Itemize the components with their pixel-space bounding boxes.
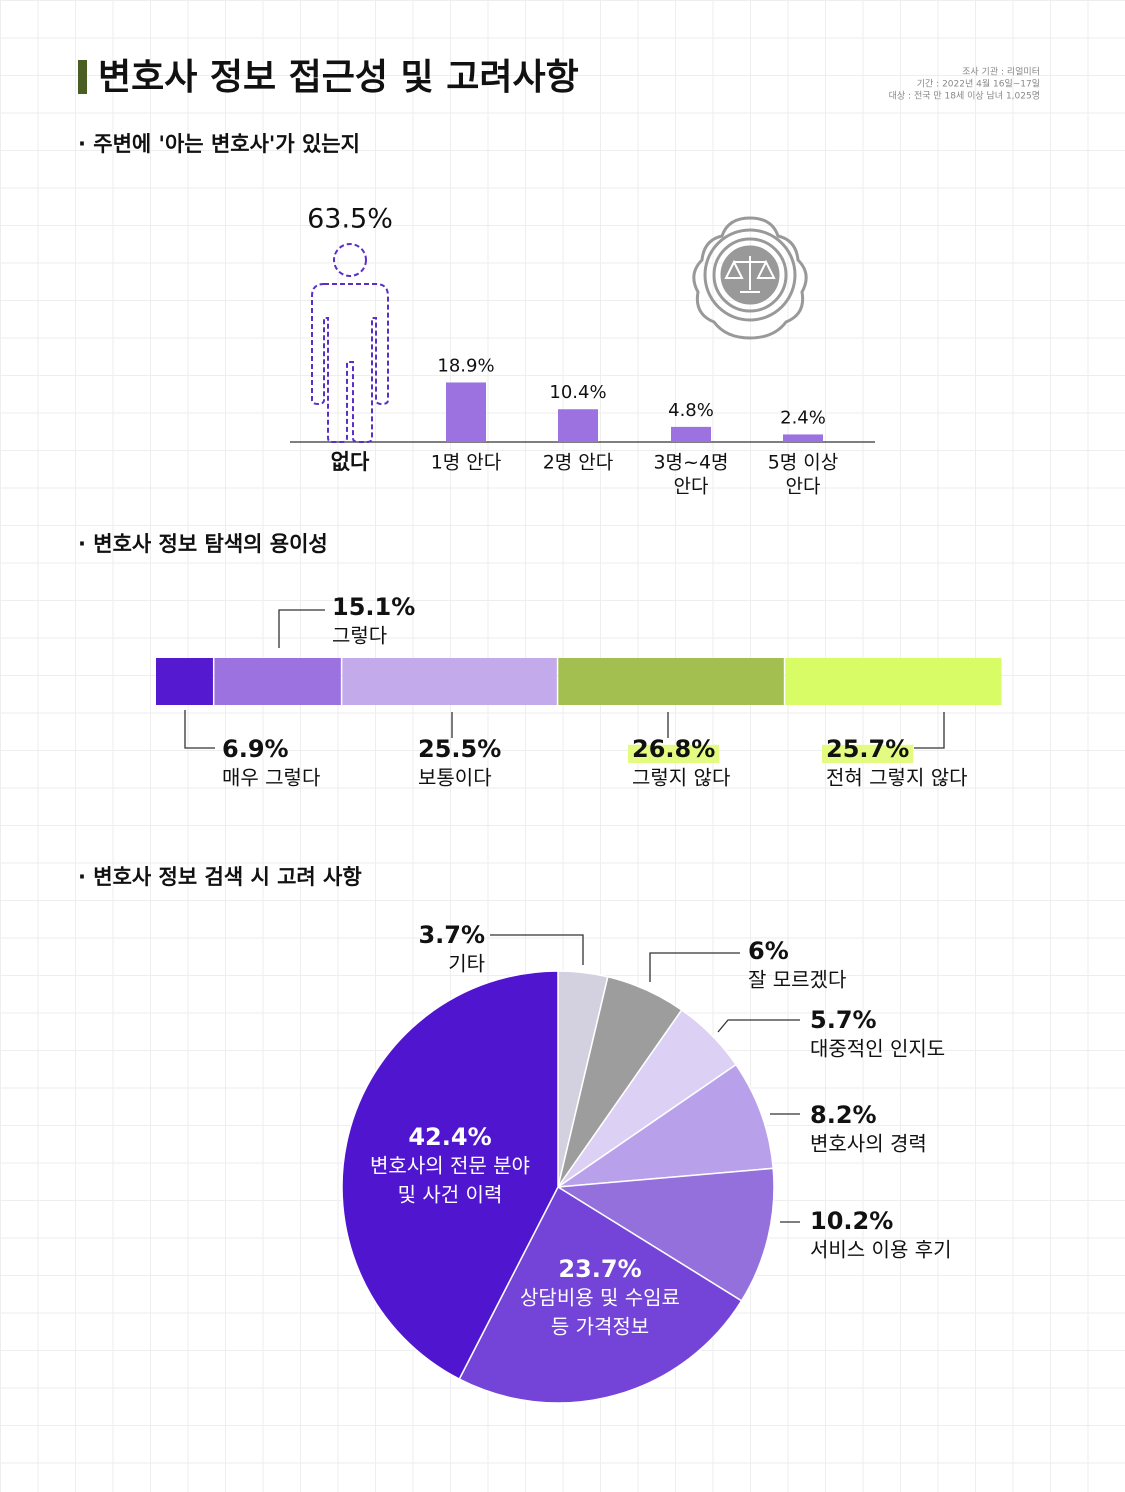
category-label: 전혀 그렇지 않다: [826, 766, 968, 790]
value-label: 18.9%: [437, 355, 494, 376]
person-bar: [311, 243, 389, 443]
bar-segment: [214, 658, 341, 705]
highlight: [822, 744, 914, 763]
category-label: 변호사의 전문 분야: [370, 1154, 530, 1178]
value-label: 10.4%: [549, 382, 606, 403]
x-tick-label: 3명~4명: [653, 452, 728, 474]
pie-slice: [341, 970, 559, 1381]
bar-segment: [785, 658, 1002, 705]
page-title: 변호사 정보 접근성 및 고려사항: [98, 57, 579, 98]
category-label: 보통이다: [418, 766, 492, 790]
category-label: 그렇다: [332, 624, 387, 648]
value-label: 8.2%: [810, 1101, 877, 1129]
person-body: [311, 283, 389, 443]
bar: [446, 382, 486, 442]
value-label: 25.7%: [826, 735, 909, 763]
category-label: 등 가격정보: [551, 1315, 649, 1339]
x-tick-label: 1명 안다: [431, 452, 502, 474]
pie-slice: [555, 1063, 775, 1188]
category-label: 잘 모르겠다: [748, 968, 846, 992]
title-marker: [78, 60, 87, 94]
leader-line: [717, 1019, 800, 1033]
bar: [671, 426, 711, 442]
bar-segment: [156, 658, 213, 705]
person-head: [333, 243, 367, 277]
value-label: 2.4%: [780, 407, 826, 428]
value-label: 63.5%: [307, 204, 393, 235]
highlight: [628, 744, 720, 763]
value-label: 26.8%: [632, 735, 715, 763]
value-label: 15.1%: [332, 593, 415, 621]
bar: [783, 434, 823, 442]
category-label: 변호사의 경력: [810, 1132, 927, 1156]
category-label: 매우 그렇다: [222, 766, 320, 790]
value-label: 3.7%: [418, 921, 485, 949]
category-label: 그렇지 않다: [632, 766, 730, 790]
value-label: 5.7%: [810, 1006, 877, 1034]
leader-line: [649, 952, 740, 982]
source: 조사 기관 : 리얼미터: [962, 67, 1040, 78]
x-tick-label: 안다: [674, 476, 709, 498]
leader-line: [184, 710, 215, 749]
value-label: 6.9%: [222, 735, 289, 763]
section-title: · 변호사 정보 검색 시 고려 사항: [78, 865, 362, 889]
court-emblem: [692, 216, 808, 340]
source: 기간 : 2022년 4월 16일~17일: [917, 78, 1040, 90]
category-label: 상담비용 및 수임료: [520, 1286, 680, 1310]
bar-segment: [558, 658, 784, 705]
category-label: 대중적인 인지도: [810, 1037, 945, 1061]
value-label: 6%: [748, 937, 789, 965]
value-label: 4.8%: [668, 400, 714, 421]
value-label: 23.7%: [558, 1255, 641, 1283]
x-tick-label: 안다: [786, 476, 821, 498]
section-title: · 주변에 '아는 변호사'가 있는지: [78, 132, 360, 156]
section-title: · 변호사 정보 탐색의 용이성: [78, 532, 328, 556]
x-tick-label: 5명 이상: [768, 452, 839, 474]
category-label: 서비스 이용 후기: [810, 1238, 952, 1262]
source: 대상 : 전국 만 18세 이상 남녀 1,025명: [889, 91, 1040, 102]
value-label: 42.4%: [408, 1123, 491, 1151]
value-label: 10.2%: [810, 1207, 893, 1235]
x-tick-label: 없다: [331, 450, 370, 474]
leader-line: [490, 934, 584, 965]
category-label: 및 사건 이력: [398, 1183, 503, 1207]
leader-line: [914, 712, 945, 749]
category-label: 기타: [448, 952, 485, 976]
pie-slice: [458, 1185, 743, 1404]
value-label: 25.5%: [418, 735, 501, 763]
leader-line: [278, 609, 325, 648]
x-tick-label: 2명 안다: [543, 452, 614, 474]
bar: [558, 409, 598, 442]
bar-segment: [342, 658, 557, 705]
pie-slice: [555, 1167, 775, 1302]
